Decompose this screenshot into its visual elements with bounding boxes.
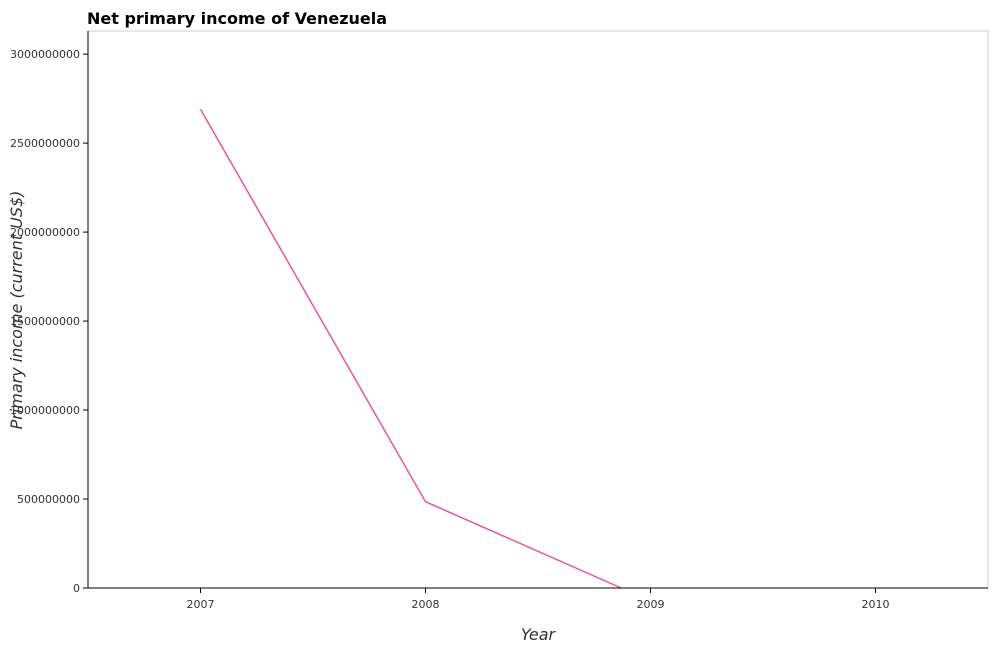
series-line <box>199 108 622 589</box>
y-ticks: 0 500000000 1000000000 1500000000 2000000000… <box>10 48 88 595</box>
y-axis-label: Primary income (current US$) <box>7 191 26 430</box>
x-ticks: 2007 2008 2009 2010 <box>187 588 890 611</box>
y-tick-label: 2500000000 <box>10 137 80 150</box>
x-tick-label: 2010 <box>862 598 890 611</box>
y-tick-label: 1500000000 <box>10 315 80 328</box>
x-tick-label: 2009 <box>637 598 665 611</box>
y-tick-label: 2000000000 <box>10 226 80 239</box>
chart-title: Net primary income of Venezuela <box>87 9 387 28</box>
plot-frame <box>87 30 989 589</box>
x-tick-label: 2008 <box>412 598 440 611</box>
x-tick-label: 2007 <box>187 598 215 611</box>
x-axis-label: Year <box>521 625 557 644</box>
y-tick-label: 1000000000 <box>10 404 80 417</box>
y-tick-label: 500000000 <box>17 493 80 506</box>
plot-area <box>199 108 622 589</box>
y-tick-label: 3000000000 <box>10 48 80 61</box>
y-tick-label: 0 <box>73 582 80 595</box>
